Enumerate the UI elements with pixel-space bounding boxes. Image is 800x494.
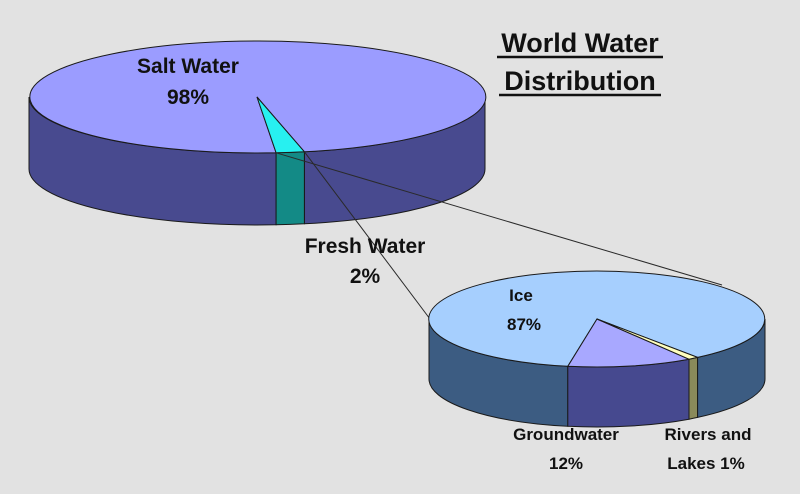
label-groundwater-name: Groundwater bbox=[513, 425, 619, 444]
label-rivers-lakes-line-2: Lakes 1% bbox=[667, 454, 745, 473]
chart-title-line-2: Distribution bbox=[504, 66, 655, 96]
pie-slice-groundwater bbox=[566, 318, 691, 368]
pie-side-fresh-water bbox=[275, 151, 305, 226]
pie-slice-rivers-and-lakes bbox=[596, 318, 700, 360]
chart-title: World Water Distribution bbox=[497, 28, 663, 97]
pie-detail bbox=[428, 270, 766, 428]
pie-side-groundwater bbox=[567, 358, 690, 428]
label-salt-water-name: Salt Water bbox=[137, 55, 239, 78]
label-rivers-lakes-line-1: Rivers and bbox=[665, 425, 752, 444]
pie-main bbox=[28, 40, 487, 226]
label-ice-name: Ice bbox=[509, 286, 533, 305]
label-salt-water-value: 98% bbox=[167, 86, 209, 109]
pie-side-rivers-and-lakes bbox=[688, 356, 699, 420]
label-fresh-water-name: Fresh Water bbox=[305, 235, 426, 258]
connector-line-left bbox=[304, 151, 437, 328]
label-fresh-water-value: 2% bbox=[350, 265, 381, 288]
label-groundwater-value: 12% bbox=[549, 454, 583, 473]
chart-title-line-1: World Water bbox=[501, 28, 659, 58]
pie-slice-salt-water bbox=[29, 40, 487, 154]
connector-line-right bbox=[275, 152, 723, 286]
label-ice-value: 87% bbox=[507, 315, 541, 334]
